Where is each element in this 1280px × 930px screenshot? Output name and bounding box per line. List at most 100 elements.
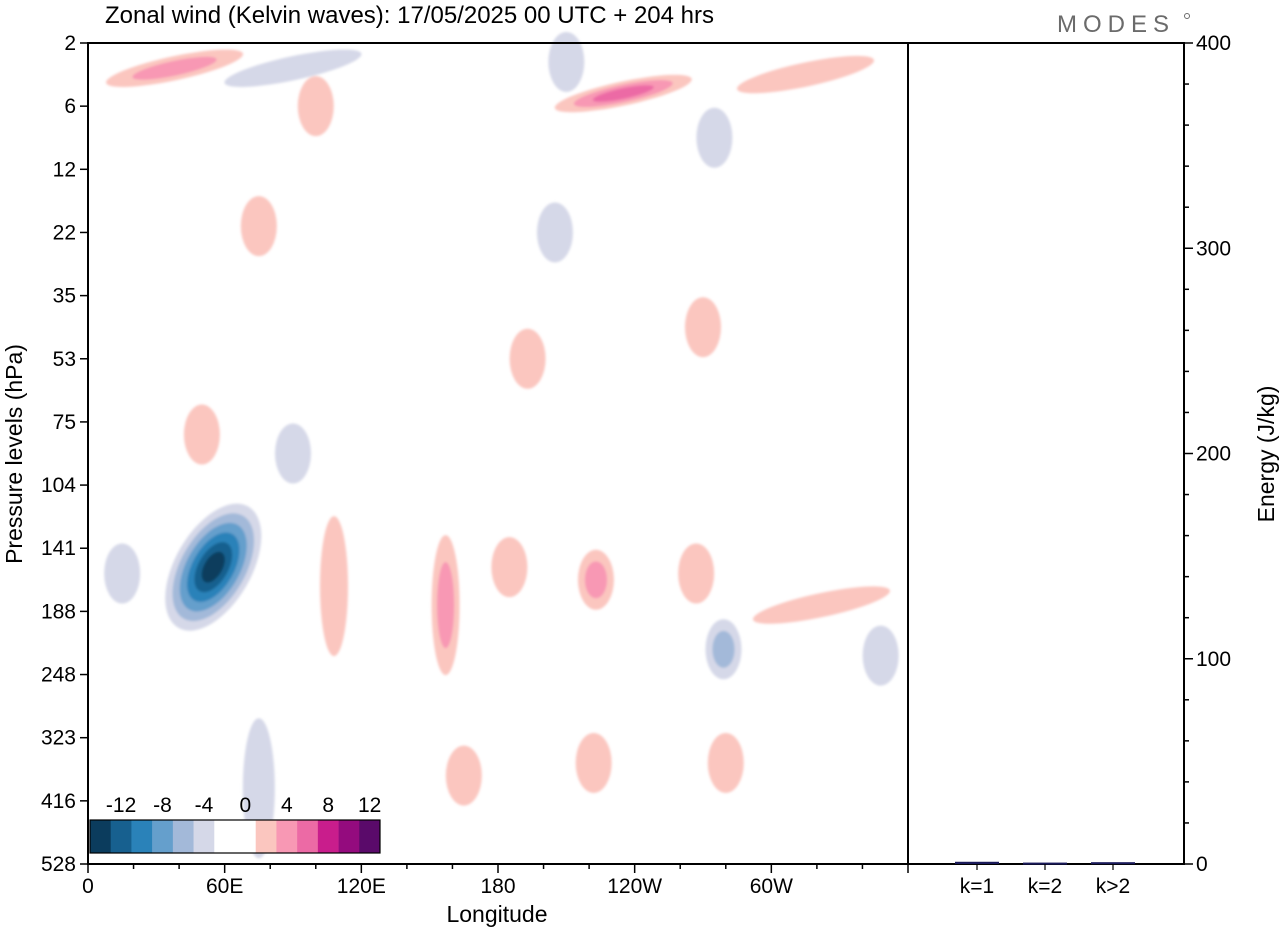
longitude-tick-label: 120W	[607, 875, 662, 898]
contour-shell	[707, 732, 744, 793]
wind-contours	[104, 31, 899, 859]
longitude-tick-label: 60W	[750, 875, 793, 898]
contour-shell	[445, 745, 482, 806]
energy-axis: 0 100 200 300 400	[1184, 32, 1231, 876]
colorbar-swatch	[297, 820, 319, 853]
colorbar-swatch	[359, 820, 381, 853]
energy-tick-label: 200	[1196, 443, 1231, 466]
contour-shell	[183, 404, 220, 465]
longitude-axis: 0 60E 120E 180 120W 60W	[82, 864, 909, 898]
contour-shell	[224, 49, 362, 87]
contour-shell	[752, 586, 890, 624]
x-axis-title: Longitude	[446, 901, 547, 927]
energy-tick-label: 300	[1196, 237, 1231, 260]
energy-frame	[907, 42, 1185, 865]
colorbar-frame	[89, 819, 381, 854]
energy-bar	[955, 861, 999, 864]
pressure-tick-label: 22	[53, 221, 76, 244]
wind-feature	[165, 503, 262, 631]
pressure-tick-label: 53	[53, 348, 76, 371]
colorbar-swatch	[172, 820, 194, 853]
pressure-tick-label: 188	[41, 600, 76, 623]
contour-shell	[548, 31, 585, 92]
colorbar-swatch	[276, 820, 298, 853]
energy-bar	[1091, 862, 1135, 865]
energy-tick-label: 400	[1196, 32, 1231, 55]
wind-feature	[445, 745, 482, 806]
pressure-tick-label: 141	[41, 537, 76, 560]
wind-feature	[548, 31, 585, 92]
wind-feature	[736, 55, 875, 94]
energy-tick-label: 100	[1196, 648, 1231, 671]
pressure-tick-label: 104	[41, 474, 76, 497]
contour-shell	[509, 328, 546, 389]
colorbar-swatch	[110, 820, 132, 853]
wind-feature	[685, 297, 721, 358]
colorbar-swatch	[235, 820, 257, 853]
wind-feature	[431, 535, 460, 676]
pressure-tick-label: 6	[64, 95, 76, 118]
contour-shell	[685, 297, 721, 358]
contour-shell	[297, 76, 334, 137]
wind-feature	[862, 625, 899, 686]
wind-feature	[106, 49, 244, 87]
energy-bar	[1023, 862, 1067, 865]
logo-mark-icon	[1184, 13, 1190, 19]
wind-feature	[752, 586, 890, 624]
wind-feature	[705, 619, 742, 680]
energy-tick-label: 0	[1196, 853, 1208, 876]
energy-category-label: k=1	[960, 875, 994, 898]
contour-shell	[491, 537, 528, 598]
chart-title: Zonal wind (Kelvin waves): 17/05/2025 00…	[105, 2, 714, 29]
colorbar: -12 -8 -4 0 4 8 12	[89, 794, 381, 854]
wind-feature	[491, 537, 528, 598]
colorbar-label: 0	[240, 794, 252, 817]
wind-feature	[575, 732, 612, 793]
contour-shell	[240, 196, 277, 257]
colorbar-swatch	[193, 820, 215, 853]
wind-feature	[678, 543, 715, 604]
wind-feature	[183, 404, 220, 465]
contour-shell	[862, 625, 899, 686]
colorbar-swatch	[152, 820, 174, 853]
pressure-tick-label: 75	[53, 411, 76, 434]
contour-shell	[736, 55, 875, 94]
wind-feature	[224, 49, 362, 87]
wind-feature	[577, 549, 614, 610]
contour-shell	[678, 543, 715, 604]
colorbar-label: 4	[281, 794, 293, 817]
wind-feature	[297, 76, 334, 137]
colorbar-swatch	[214, 820, 236, 853]
contour-shell	[575, 732, 612, 793]
heatmap-background	[88, 43, 908, 864]
hovmoller-panel	[88, 31, 908, 864]
wind-feature	[509, 328, 546, 389]
wind-feature	[536, 202, 573, 263]
colorbar-swatch	[131, 820, 153, 853]
pressure-axis: 2 6 12 22 35 53 75 104 141 188 248 323 416 528	[41, 32, 88, 876]
colorbar-swatch	[338, 820, 360, 853]
pressure-tick-label: 416	[41, 790, 76, 813]
contour-shell	[592, 85, 654, 102]
wind-feature	[696, 107, 733, 168]
contour-shell	[320, 516, 348, 657]
pressure-tick-label: 528	[41, 853, 76, 876]
energy-category-label: k>2	[1096, 875, 1130, 898]
contour-shell	[436, 561, 455, 649]
pressure-tick-label: 35	[53, 285, 76, 308]
longitude-tick-label: 180	[480, 875, 515, 898]
wind-feature	[320, 516, 348, 657]
contour-shell	[201, 551, 225, 583]
colorbar-label: 8	[322, 794, 334, 817]
longitude-tick-label: 0	[82, 875, 94, 898]
pressure-tick-label: 2	[64, 32, 76, 55]
contour-shell	[696, 107, 733, 168]
pressure-tick-label: 248	[41, 664, 76, 687]
contour-shell	[275, 423, 311, 484]
colorbar-swatch	[255, 820, 277, 853]
modes-logo: MODES	[1057, 11, 1175, 38]
longitude-tick-label: 60E	[206, 875, 243, 898]
wind-feature	[240, 196, 277, 257]
wind-feature	[275, 423, 311, 484]
contour-shell	[132, 56, 217, 80]
